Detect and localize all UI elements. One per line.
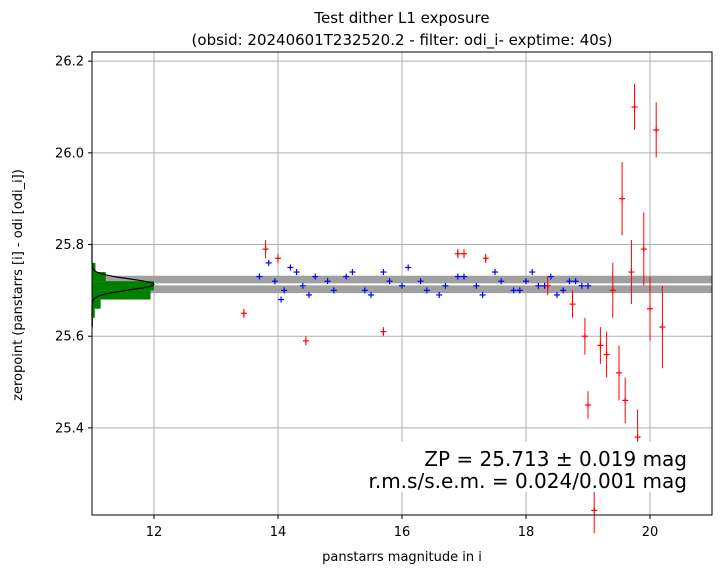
blue-star-marker: [510, 287, 517, 294]
red-star-marker: [591, 507, 598, 514]
blue-star-marker: [454, 273, 461, 280]
blue-star-marker: [324, 278, 331, 285]
blue-star-marker: [417, 278, 424, 285]
blue-star-marker: [436, 291, 443, 298]
red-star-marker: [275, 255, 281, 262]
axes-frame: [91, 51, 713, 516]
red-star-marker: [569, 301, 576, 308]
blue-star-marker: [306, 291, 312, 298]
red-star-marker: [461, 250, 467, 257]
histogram-bar: [92, 299, 101, 309]
red-star-marker: [262, 246, 269, 253]
blue-star-marker: [380, 269, 387, 276]
blue-star-marker: [554, 291, 560, 298]
blue-star-marker: [361, 287, 368, 294]
blue-star-marker: [349, 269, 356, 276]
blue-star-marker: [492, 269, 498, 276]
red-star-marker: [640, 246, 647, 253]
blue-star-marker: [386, 278, 393, 285]
blue-star-marker: [423, 287, 430, 294]
red-star-marker: [302, 337, 309, 344]
blue-star-marker: [299, 282, 306, 289]
blue-star-marker: [312, 273, 319, 280]
histogram-bar: [92, 290, 151, 300]
blue-star-marker: [529, 269, 536, 276]
red-star-marker: [585, 401, 591, 408]
x-tick-label: 12: [146, 525, 163, 540]
histogram-bar: [92, 272, 106, 282]
blue-star-marker: [287, 264, 294, 271]
red-star-marker: [653, 126, 660, 133]
blue-star-marker: [547, 273, 554, 280]
blue-star-marker: [293, 269, 300, 276]
red-star-marker: [628, 269, 635, 276]
y-tick-label: 25.6: [55, 330, 84, 345]
x-tick-label: 20: [642, 525, 659, 540]
red-star-marker: [454, 250, 461, 257]
blue-star-marker: [399, 282, 405, 289]
x-tick-label: 16: [394, 525, 411, 540]
blue-star-marker: [523, 278, 529, 285]
red-star-marker: [659, 324, 666, 331]
histogram-bar: [92, 262, 96, 273]
blue-star-marker: [405, 264, 412, 271]
x-tick-label: 18: [518, 525, 535, 540]
x-tick-label: 14: [270, 525, 287, 540]
blue-star-marker: [473, 282, 480, 289]
blue-star-marker: [271, 278, 278, 285]
blue-star-marker: [516, 287, 523, 294]
red-star-marker: [622, 397, 629, 404]
blue-star-marker: [343, 273, 350, 280]
chart-title-line2: (obsid: 20240601T232520.2 - filter: odi_…: [192, 31, 613, 50]
zp-annotation: ZP = 25.713 ± 0.019 mag: [424, 447, 687, 471]
plot-area: 12 14 16 18 20 25.4 25.6 25.8 26.0 26.2: [55, 51, 713, 540]
blue-star-marker: [498, 278, 505, 285]
red-star-marker: [631, 104, 638, 111]
red-star-marker: [240, 310, 247, 317]
chart-title-line1: Test dither L1 exposure: [313, 9, 489, 27]
blue-star-marker: [585, 282, 591, 289]
blue-star-marker: [368, 291, 374, 298]
red-star-marker: [482, 255, 489, 262]
y-tick-label: 25.4: [55, 421, 84, 436]
blue-star-marker: [281, 287, 288, 294]
red-star-marker: [603, 351, 610, 358]
blue-star-marker: [330, 287, 337, 294]
y-tick-label: 26.2: [55, 55, 84, 70]
histogram-bar: [92, 281, 154, 291]
blue-star-marker: [572, 278, 579, 285]
blue-star-marker: [578, 282, 585, 289]
y-axis-label: zeropoint (panstarrs [i] - odi [odi_i]): [11, 169, 26, 401]
blue-star-marker: [535, 282, 542, 289]
red-star-marker: [609, 287, 616, 294]
blue-star-marker: [566, 278, 573, 285]
red-star-marker: [616, 369, 622, 376]
red-star-marker: [581, 333, 588, 340]
y-tick-label: 25.8: [55, 238, 84, 253]
blue-star-marker: [265, 259, 272, 266]
blue-star-marker: [278, 296, 285, 303]
blue-star-marker: [479, 291, 486, 298]
red-star-marker: [619, 195, 626, 202]
red-star-marker: [647, 305, 653, 312]
blue-star-marker: [442, 282, 449, 289]
blue-star-marker: [256, 273, 263, 280]
rms-annotation: r.m.s/s.e.m. = 0.024/0.001 mag: [368, 469, 687, 493]
blue-star-marker: [461, 273, 467, 280]
red-star-marker: [597, 342, 604, 349]
red-star-marker: [544, 282, 551, 289]
x-axis-label: panstarrs magnitude in i: [322, 550, 482, 565]
blue-star-marker: [560, 287, 567, 294]
red-star-marker: [380, 328, 387, 335]
red-star-marker: [634, 434, 641, 441]
y-tick-label: 26.0: [55, 146, 84, 161]
histogram-bar: [92, 308, 95, 318]
annotation-background: [350, 442, 695, 492]
